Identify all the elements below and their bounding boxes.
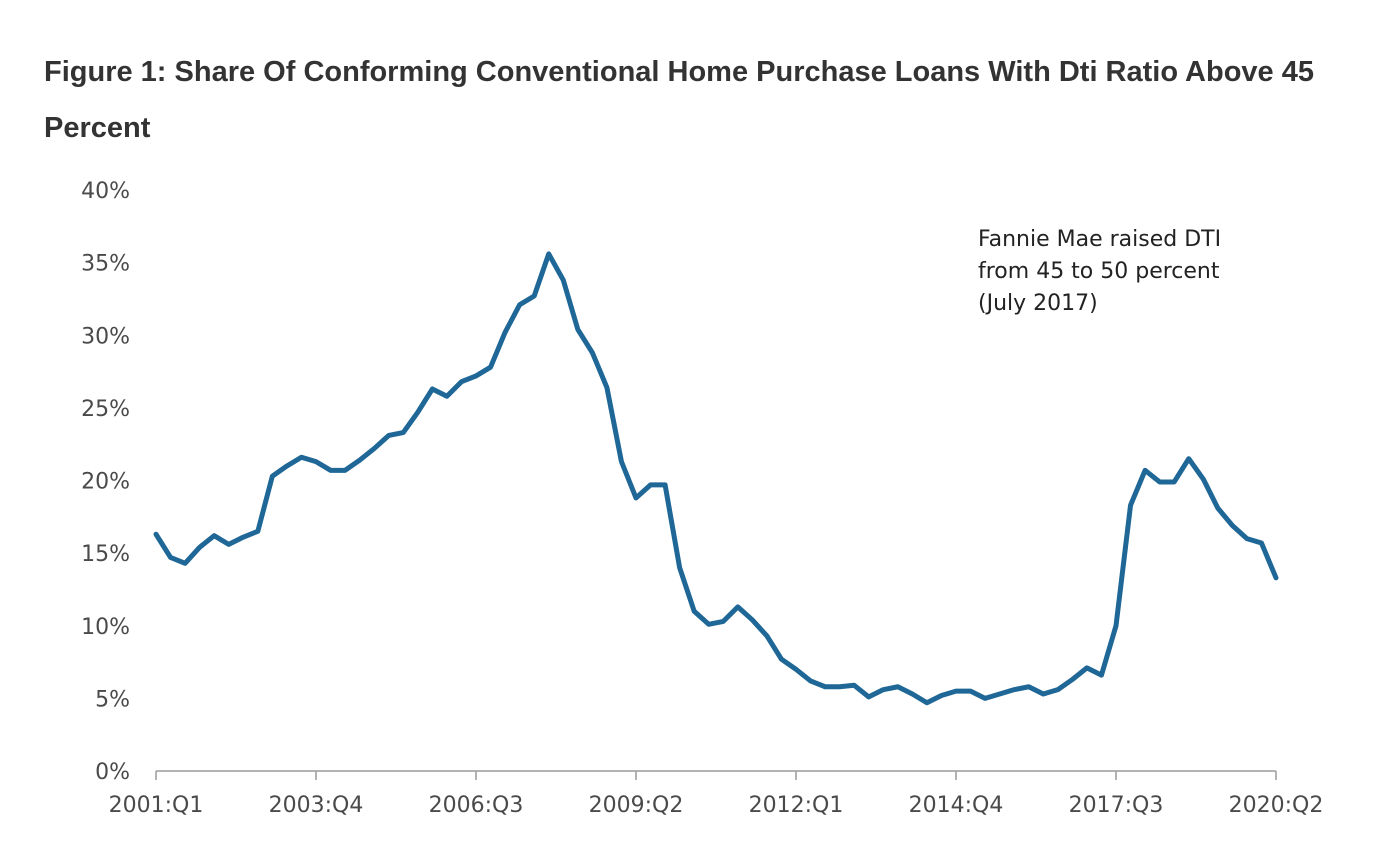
y-axis: 0% 5% 10% 15% 20% 25% 30% 35% 40%: [81, 179, 130, 785]
chart-title: Figure 1: Share Of Conforming Convention…: [44, 56, 1314, 144]
y-tick-label: 5%: [95, 687, 130, 712]
annotation-line-2: from 45 to 50 percent: [978, 259, 1220, 284]
x-tick-label: 2014:Q4: [909, 793, 1004, 818]
y-tick-label: 0%: [95, 760, 130, 785]
y-tick-label: 30%: [81, 324, 130, 349]
x-tick-label: 2009:Q2: [589, 793, 684, 818]
y-tick-label: 15%: [81, 542, 130, 567]
x-axis: 2001:Q1 2003:Q4 2006:Q3 2009:Q2 2012:Q1 2014:…: [109, 770, 1324, 818]
x-tick-label: 2012:Q1: [749, 793, 844, 818]
x-tick-label: 2020:Q2: [1229, 793, 1324, 818]
y-tick-label: 40%: [81, 179, 130, 204]
y-tick-label: 25%: [81, 397, 130, 422]
x-tick-label: 2017:Q3: [1069, 793, 1164, 818]
x-tick-label: 2003:Q4: [269, 793, 364, 818]
series-line-dti-share: [153, 251, 1279, 706]
x-tick-label: 2001:Q1: [109, 793, 204, 818]
x-tick-label: 2006:Q3: [429, 793, 524, 818]
annotation-line-3: (July 2017): [978, 291, 1098, 316]
y-tick-label: 35%: [81, 252, 130, 277]
y-tick-label: 10%: [81, 615, 130, 640]
y-tick-label: 20%: [81, 470, 130, 495]
annotation-line-1: Fannie Mae raised DTI: [978, 227, 1221, 252]
